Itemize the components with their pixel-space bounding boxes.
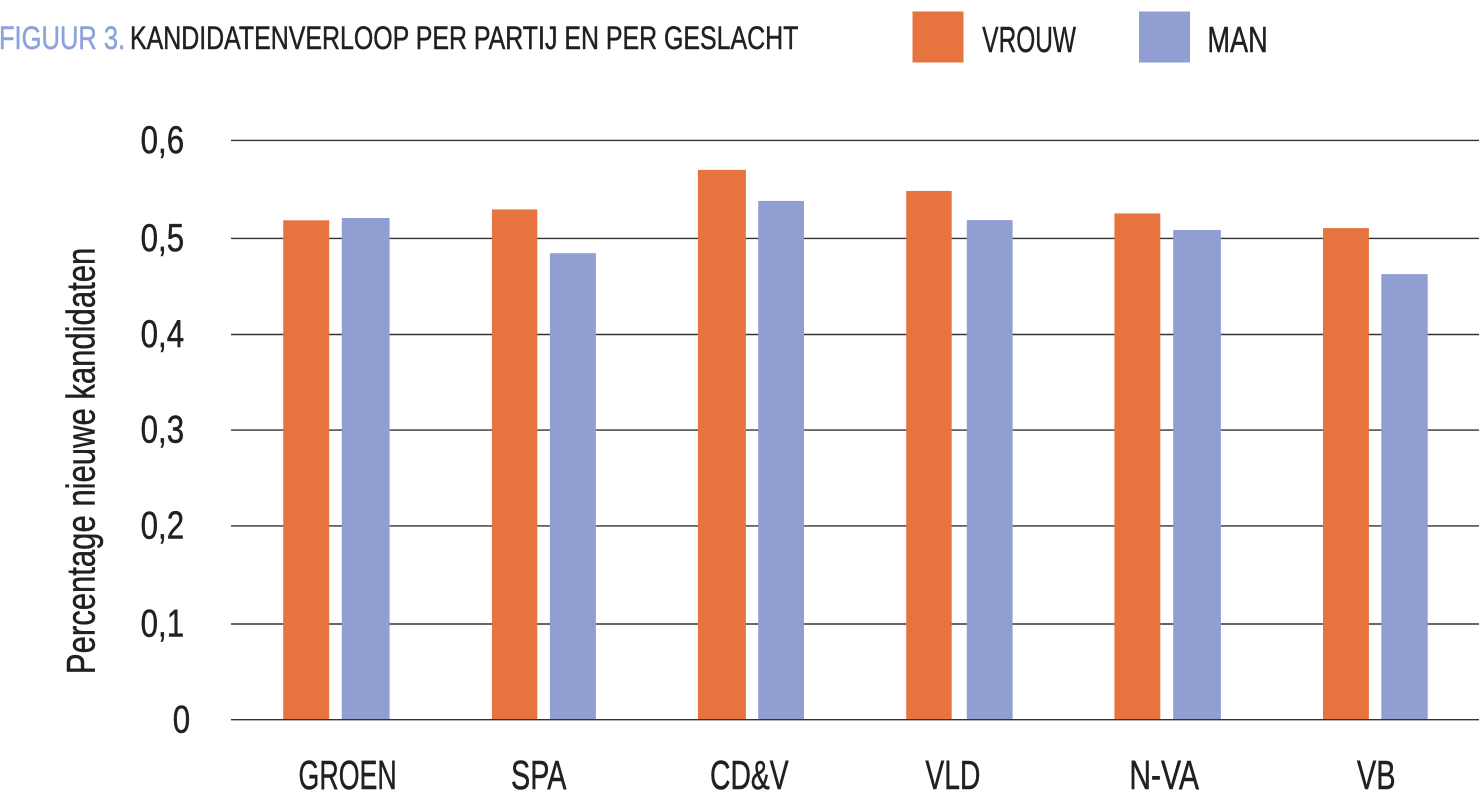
svg-text:FIGUUR 3.: FIGUUR 3. (0, 22, 125, 57)
svg-text:SPA: SPA (511, 753, 567, 791)
svg-text:KANDIDATENVERLOOP PER PARTIJ E: KANDIDATENVERLOOP PER PARTIJ EN PER GESL… (130, 21, 798, 57)
svg-text:VB: VB (1357, 753, 1396, 791)
svg-text:CD&V: CD&V (710, 753, 789, 791)
svg-text:0,6: 0,6 (141, 119, 184, 162)
svg-text:MAN: MAN (1207, 19, 1267, 60)
svg-text:VROUW: VROUW (982, 20, 1076, 60)
svg-text:GROEN: GROEN (299, 753, 397, 791)
svg-text:VLD: VLD (925, 753, 980, 791)
svg-text:0,1: 0,1 (141, 602, 184, 645)
svg-text:0,2: 0,2 (141, 504, 184, 547)
svg-text:0,4: 0,4 (141, 313, 184, 356)
svg-text:0: 0 (173, 698, 190, 741)
svg-text:0,3: 0,3 (141, 409, 184, 452)
svg-text:0,5: 0,5 (141, 217, 184, 260)
svg-text:N-VA: N-VA (1129, 753, 1199, 791)
svg-text:Percentage nieuwe kandidaten: Percentage nieuwe kandidaten (59, 248, 103, 674)
